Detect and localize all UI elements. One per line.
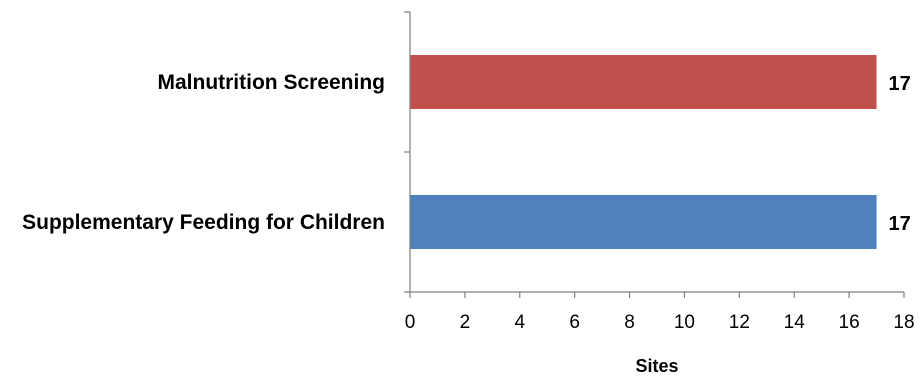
- category-label-malnutrition-screening: Malnutrition Screening: [157, 71, 385, 94]
- x-axis-title: Sites: [635, 356, 678, 376]
- category-label-supplementary-feeding-for-children: Supplementary Feeding for Children: [22, 211, 385, 234]
- axis-layer: [404, 11, 905, 298]
- x-tick-label-2: 2: [460, 312, 471, 333]
- x-tick-label-10: 10: [674, 312, 695, 333]
- data-label-supplementary-feeding-for-children: 17: [889, 213, 911, 235]
- x-tick-label-6: 6: [569, 312, 580, 333]
- bars-layer: [410, 55, 877, 249]
- bar-supplementary-feeding-for-children: [410, 195, 877, 249]
- x-tick-label-8: 8: [624, 312, 635, 333]
- bar-malnutrition-screening: [410, 55, 877, 109]
- x-tick-label-14: 14: [784, 312, 806, 333]
- x-tick-label-16: 16: [839, 312, 860, 333]
- labels-layer: Malnutrition Screening 17 Supplementary Fe…: [22, 71, 914, 333]
- x-tick-label-12: 12: [729, 312, 750, 333]
- x-tick-label-0: 0: [405, 312, 416, 333]
- data-label-malnutrition-screening: 17: [889, 73, 911, 95]
- x-tick-label-18: 18: [893, 312, 914, 333]
- x-tick-label-4: 4: [514, 312, 525, 333]
